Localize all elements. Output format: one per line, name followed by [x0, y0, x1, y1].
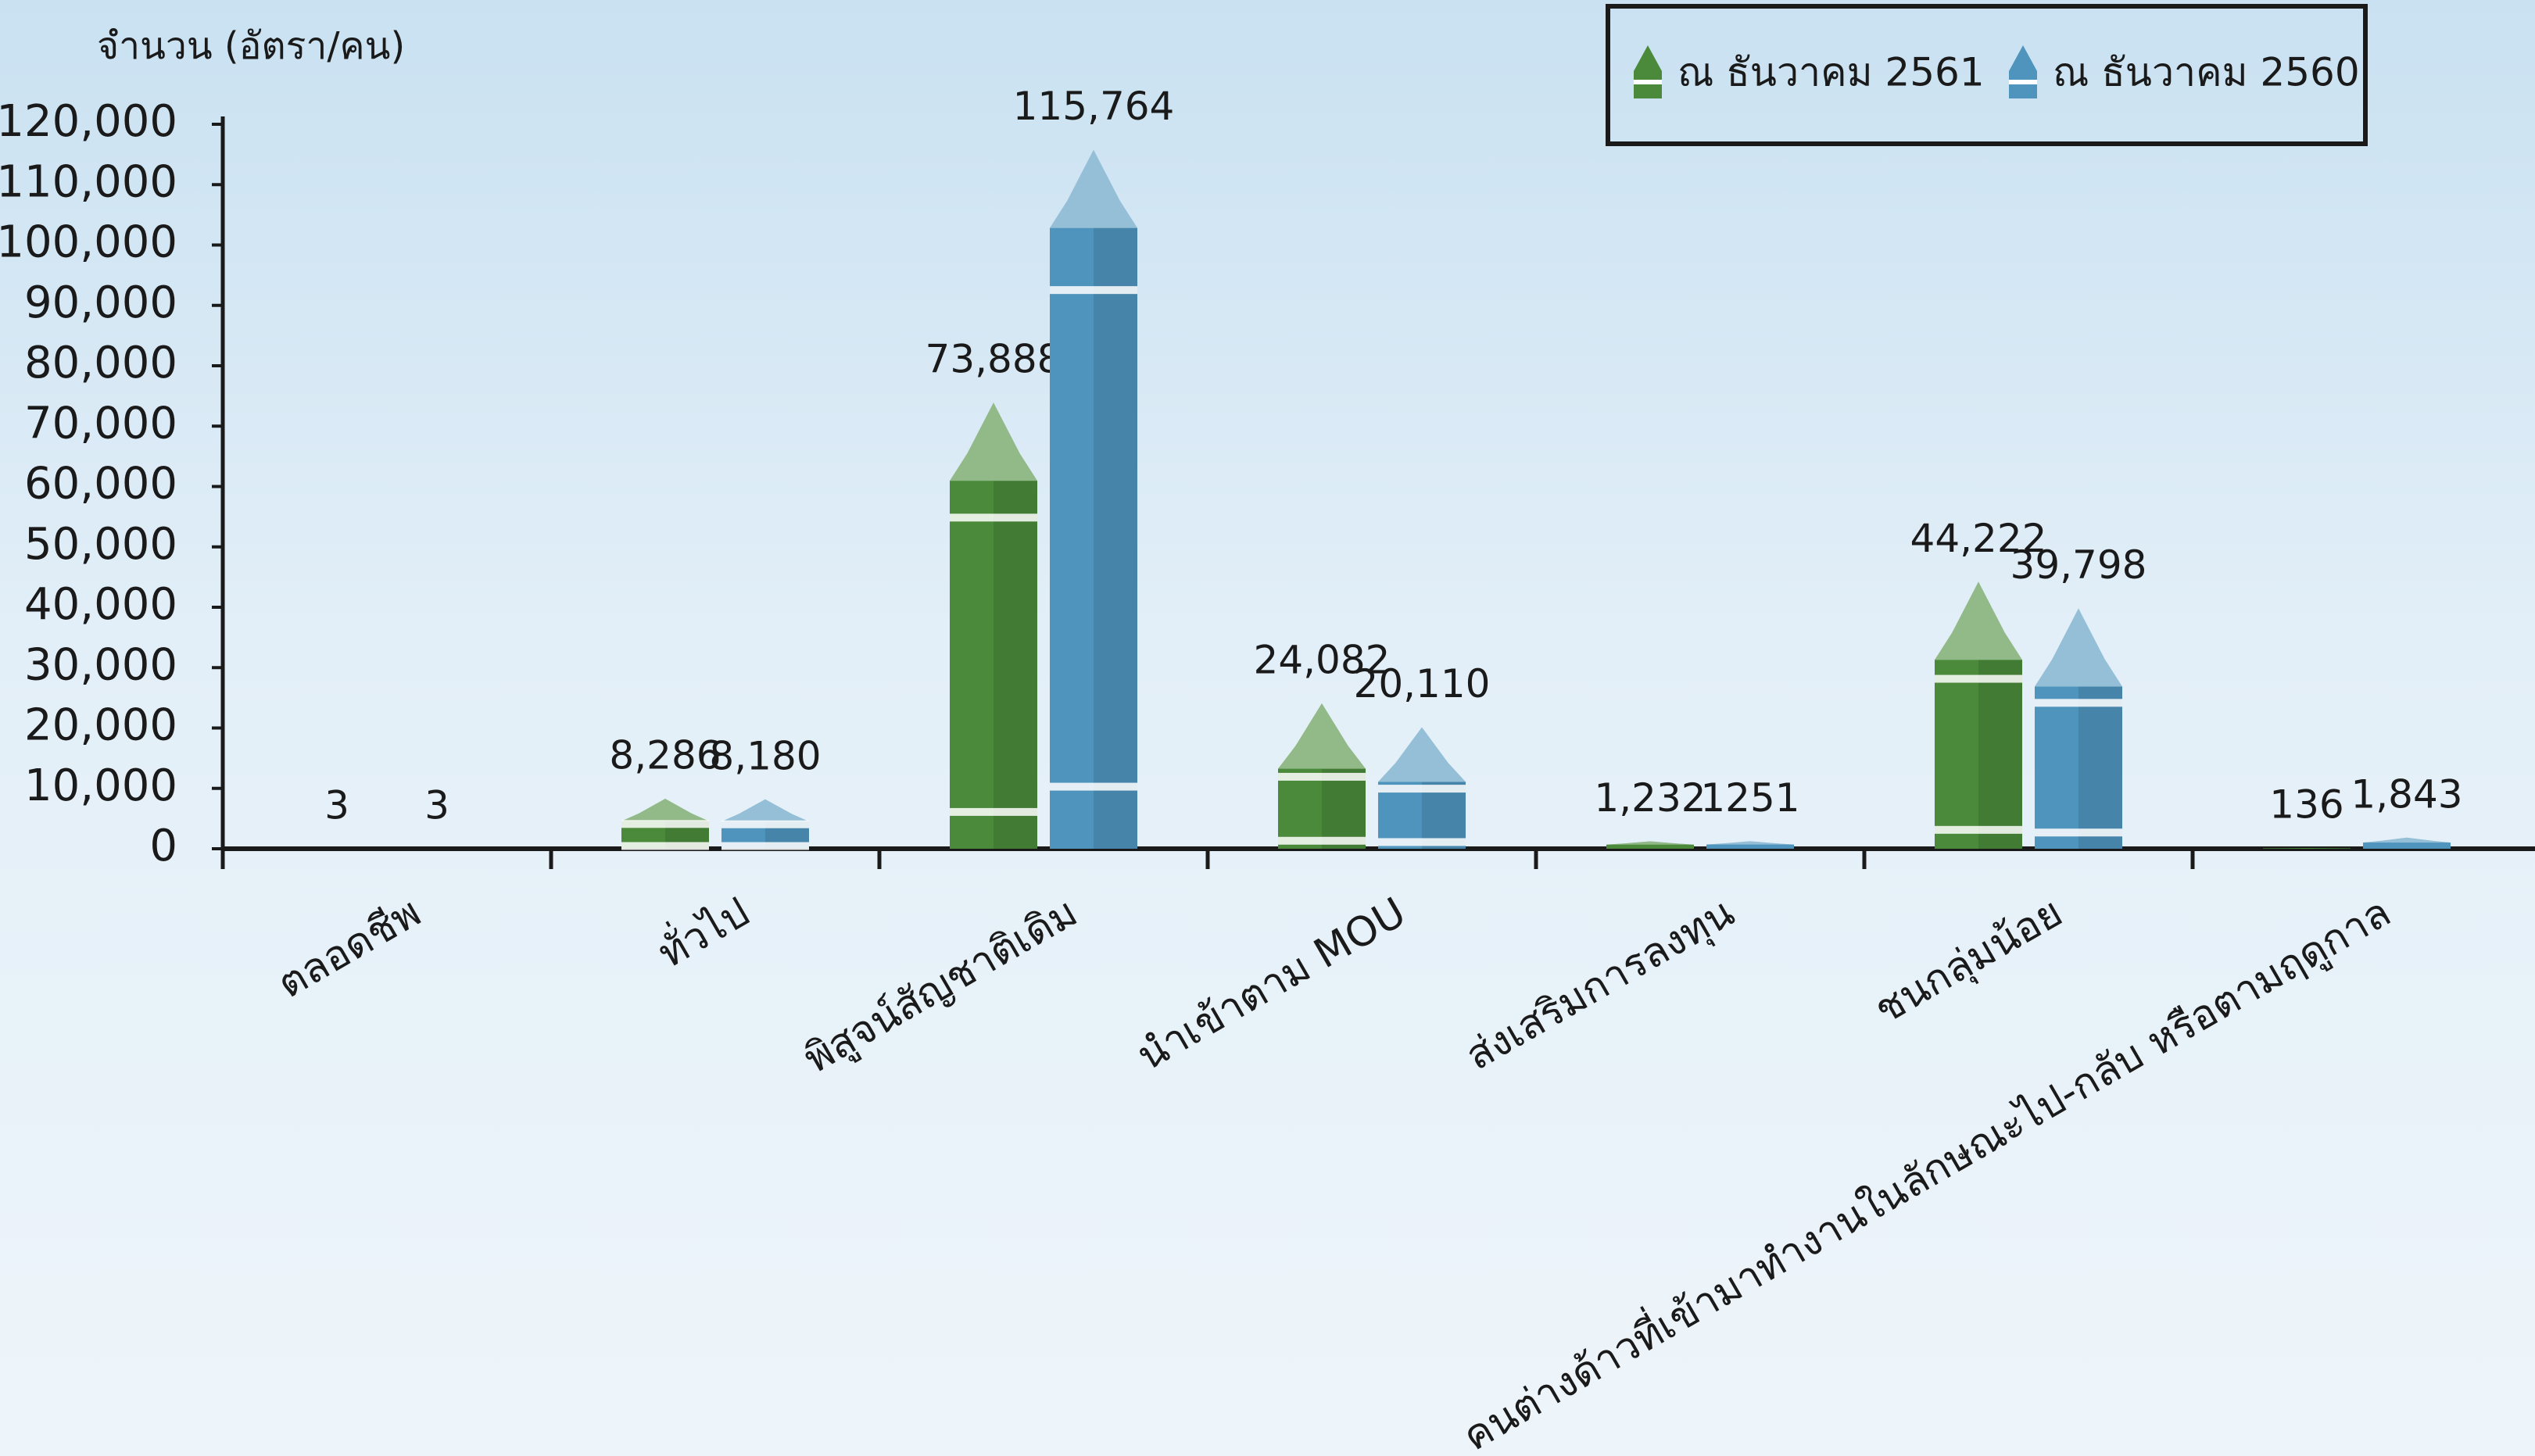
crayon-stripe — [2035, 828, 2122, 837]
value-label: 20,110 — [1354, 661, 1491, 707]
crayon-stripe — [1935, 674, 2022, 683]
crayon-tip — [2035, 608, 2122, 687]
value-label: 1251 — [1700, 775, 1799, 821]
legend-label: ณ ธันวาคม 2560 — [2053, 50, 2360, 95]
value-label: 73,888 — [926, 337, 1062, 382]
crayon-stripe — [2035, 699, 2122, 707]
value-label: 44,222 — [1910, 516, 2047, 561]
value-label: 1,843 — [2351, 771, 2462, 817]
crayon-stripe — [621, 820, 709, 828]
value-label: 39,798 — [2010, 542, 2147, 588]
crayon-tip — [621, 798, 709, 821]
x-tick-label: นำเข้าตาม MOU — [1130, 889, 1413, 1079]
value-label: 136 — [2269, 782, 2343, 827]
legend-swatch — [2009, 45, 2037, 98]
crayon-bar — [1706, 841, 1794, 849]
crayon-shade — [1422, 782, 1466, 849]
y-tick-label: 50,000 — [24, 519, 177, 570]
value-label: 8,180 — [709, 733, 821, 778]
value-label: 3 — [324, 782, 349, 828]
value-label: 24,082 — [1254, 637, 1391, 682]
y-tick-label: 60,000 — [24, 459, 177, 510]
value-label: 1,232 — [1594, 775, 1706, 821]
y-tick-label: 20,000 — [24, 700, 177, 751]
crayon-stripe — [1050, 286, 1137, 295]
crayon-tip — [721, 799, 809, 822]
y-tick-label: 70,000 — [24, 398, 177, 449]
x-tick-label: ทั่วไป — [648, 884, 757, 977]
y-tick-label: 120,000 — [0, 96, 177, 147]
legend-stripe — [1634, 80, 1662, 84]
crayon-shade — [994, 481, 1037, 849]
crayon-tip — [1706, 841, 1794, 845]
crayon-stripe — [950, 807, 1037, 816]
value-label: 8,286 — [609, 732, 721, 778]
y-tick-label: 90,000 — [24, 277, 177, 328]
crayon-bar — [1606, 841, 1694, 849]
y-tick-label: 0 — [149, 821, 177, 871]
crayon-bar — [2035, 608, 2122, 849]
crayon-shade — [1322, 768, 1366, 849]
x-tick-label: ชนกลุ่มน้อย — [1867, 889, 2071, 1034]
y-tick-label: 100,000 — [0, 217, 177, 268]
y-axis-label: จำนวน (อัตรา/คน) — [97, 24, 405, 68]
crayon-stripe — [1278, 772, 1366, 781]
legend-label: ณ ธันวาคม 2561 — [1677, 50, 1985, 95]
legend-box — [1606, 4, 2368, 146]
y-tick-label: 110,000 — [0, 156, 177, 207]
crayon-stripe — [721, 842, 809, 850]
crayon-stripe — [950, 513, 1037, 522]
x-tick-label: ตลอดชีพ — [270, 889, 428, 1007]
crayon-stripe — [1278, 836, 1366, 845]
crayon-shade — [2078, 686, 2122, 849]
crayon-shade — [1094, 227, 1137, 849]
crayon-tip — [1606, 841, 1694, 845]
crayon-stripe — [1050, 782, 1137, 791]
crayon-tip — [1278, 703, 1366, 769]
y-tick-label: 10,000 — [24, 760, 177, 811]
x-tick-label: ส่งเสริมการลงทุน — [1458, 889, 1742, 1080]
crayon-tip — [1935, 581, 2022, 660]
crayon-stripe — [1935, 825, 2022, 834]
value-label: 115,764 — [1013, 84, 1175, 129]
crayon-tip — [2363, 837, 2451, 843]
crayon-stripe — [1378, 785, 1466, 793]
crayon-bar — [1050, 149, 1137, 850]
crayon-stripe — [721, 820, 809, 828]
crayon-tip — [1050, 149, 1137, 228]
crayon-tip — [950, 402, 1037, 481]
crayon-bar — [2363, 837, 2451, 849]
x-tick-label: พิสูจน์สัญชาติเดิม — [797, 889, 1086, 1083]
crayon-bar — [1935, 581, 2022, 849]
crayon-tip — [1378, 727, 1466, 782]
crayon-bar — [2263, 847, 2351, 849]
crayon-stripe — [1378, 838, 1466, 846]
legend-stripe — [2009, 80, 2037, 84]
y-tick-label: 30,000 — [24, 639, 177, 690]
legend-swatch — [1634, 45, 1662, 98]
value-label: 3 — [424, 782, 449, 828]
y-tick-label: 80,000 — [24, 338, 177, 388]
crayon-shade — [1978, 660, 2022, 849]
crayon-stripe — [621, 842, 709, 850]
y-tick-label: 40,000 — [24, 579, 177, 630]
